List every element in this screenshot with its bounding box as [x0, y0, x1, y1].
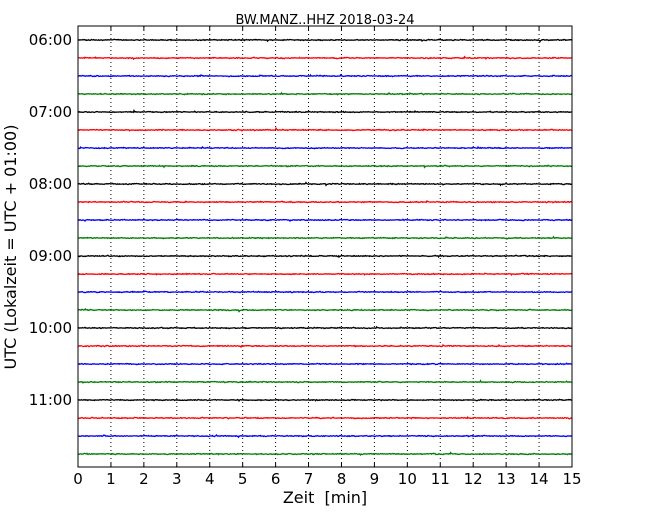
- seismogram-trace: [77, 181, 573, 187]
- seismogram-trace: [77, 235, 573, 241]
- seismogram-trace: [77, 73, 573, 78]
- x-tick-label: 10: [398, 470, 417, 488]
- seismogram-trace: [77, 362, 573, 366]
- seismogram-trace: [77, 254, 573, 259]
- seismogram-trace: [77, 325, 573, 330]
- x-tick-label: 9: [370, 470, 380, 488]
- seismogram-traces: [77, 38, 573, 456]
- seismogram-trace: [77, 272, 573, 276]
- plot-frame: [77, 25, 573, 468]
- y-axis-label: UTC (Lokalzeit = UTC + 01:00): [1, 125, 20, 370]
- seismogram-trace: [77, 451, 573, 456]
- x-tick-label: 12: [464, 470, 483, 488]
- seismogram-trace: [77, 343, 573, 349]
- seismogram-trace: [77, 91, 573, 96]
- x-tick-label: 8: [337, 470, 347, 488]
- x-tick-label: 15: [562, 470, 581, 488]
- x-tick-label: 2: [139, 470, 149, 488]
- x-axis-label: Zeit [min]: [283, 488, 367, 507]
- x-grid-lines: [110, 26, 540, 467]
- y-tick-label: 06:00: [29, 31, 72, 49]
- x-tick-label: 1: [106, 470, 116, 488]
- x-tick-label: 0: [73, 470, 83, 488]
- x-tick-label: 5: [238, 470, 248, 488]
- x-tick-label: 14: [530, 470, 549, 488]
- y-tick-label: 07:00: [29, 103, 72, 121]
- seismogram-trace: [77, 108, 573, 114]
- seismogram-trace: [77, 145, 573, 150]
- seismogram-trace: [77, 379, 573, 385]
- seismogram-trace: [77, 126, 573, 133]
- seismogram-trace: [77, 307, 573, 313]
- seismogram-trace: [77, 434, 573, 439]
- x-axis-ticks: 0 1 2 3 4 5 6 7 8 9 10 11 12 13 14 15: [73, 26, 582, 488]
- seismogram-trace: [77, 218, 573, 223]
- x-tick-label: 13: [497, 470, 516, 488]
- seismogram-trace: [77, 55, 573, 61]
- y-tick-label: 09:00: [29, 247, 72, 265]
- y-tick-label: 08:00: [29, 175, 72, 193]
- x-tick-label: 6: [271, 470, 281, 488]
- x-tick-label: 4: [205, 470, 215, 488]
- x-tick-label: 3: [172, 470, 182, 488]
- chart-title: BW.MANZ..HHZ 2018-03-24: [235, 13, 414, 28]
- seismogram-trace: [77, 290, 573, 294]
- x-tick-label: 7: [304, 470, 314, 488]
- x-tick-label: 11: [431, 470, 450, 488]
- seismogram-trace: [77, 398, 573, 402]
- seismogram-trace: [77, 199, 573, 204]
- seismogram-trace: [77, 38, 573, 43]
- y-tick-label: 10:00: [29, 319, 72, 337]
- seismogram-trace: [77, 164, 573, 169]
- y-axis-ticks: 06:00 07:00 08:00 09:00 10:00 11:00: [29, 31, 572, 409]
- y-tick-label: 11:00: [29, 391, 72, 409]
- seismogram-trace: [77, 415, 573, 420]
